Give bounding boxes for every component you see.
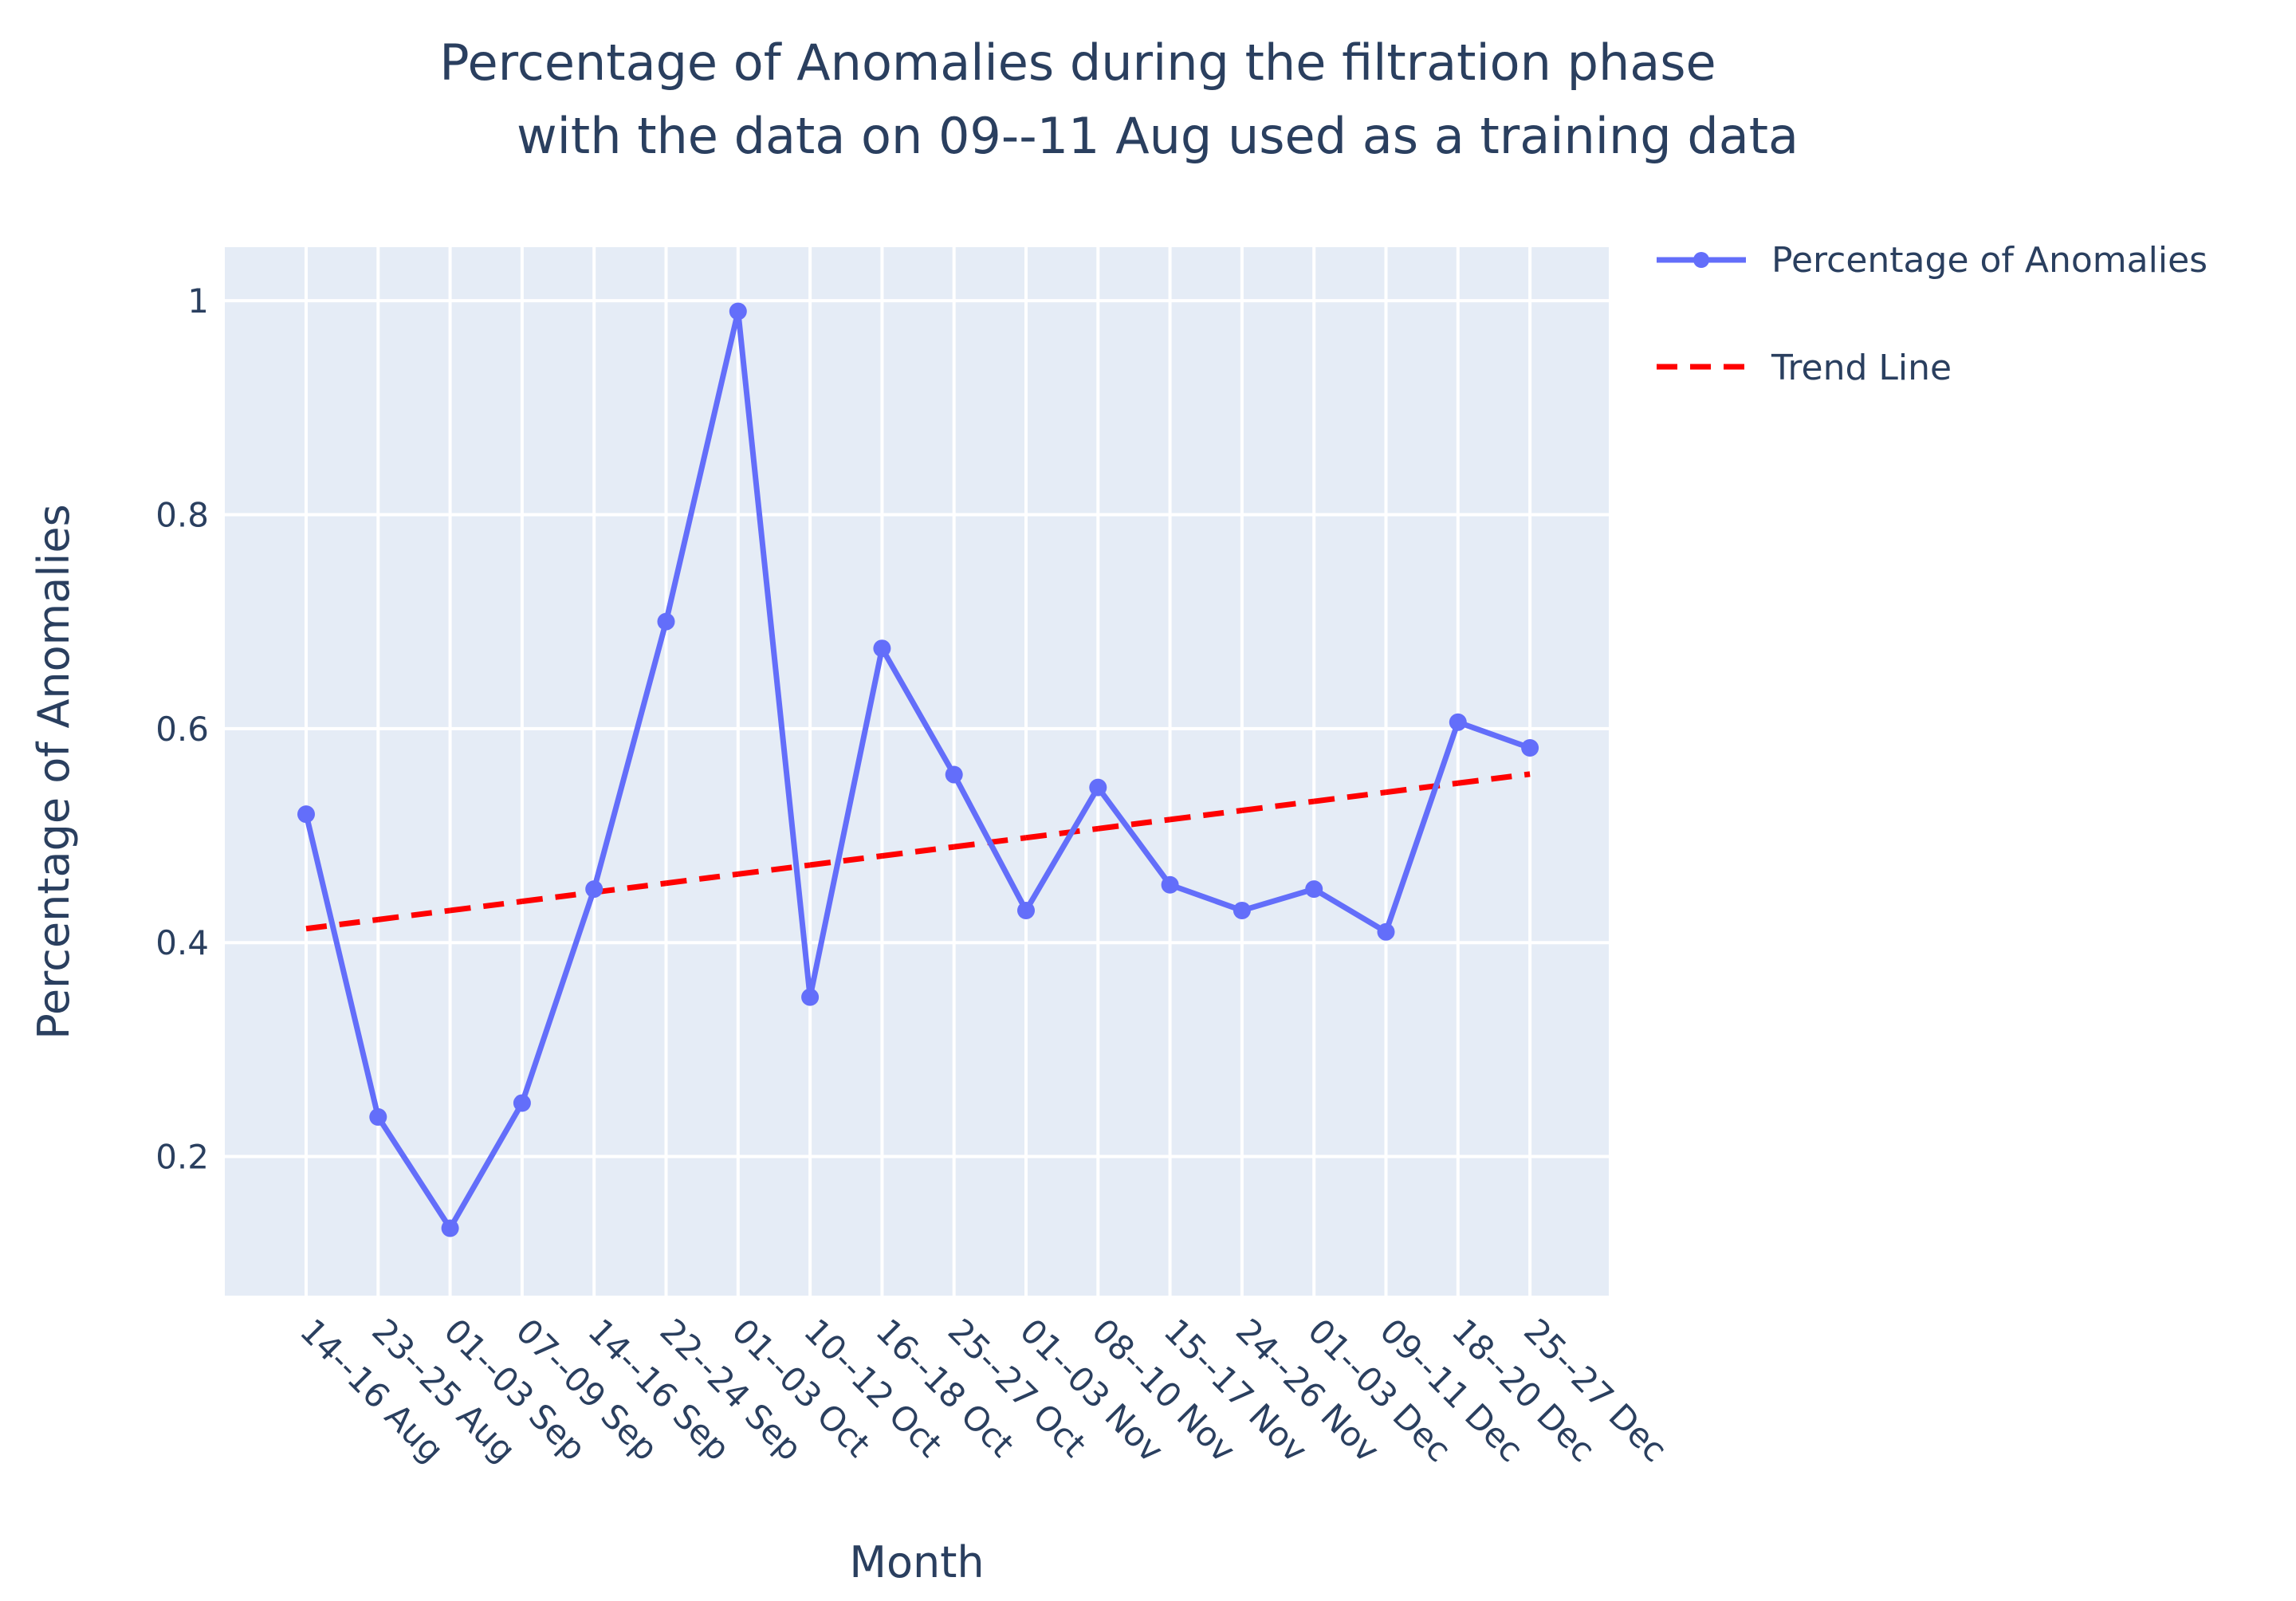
legend[interactable]: Percentage of Anomalies Trend Line <box>1657 240 2208 388</box>
anomaly-point[interactable] <box>1377 922 1395 941</box>
chart-title-line-2: with the data on 09--11 Aug used as a tr… <box>517 107 1799 165</box>
anomaly-point[interactable] <box>873 639 891 658</box>
anomaly-point[interactable] <box>1521 738 1539 757</box>
trend-line-segment <box>809 853 883 868</box>
x-axis-title: Month <box>849 1537 984 1587</box>
grid <box>225 247 1609 1296</box>
anomaly-point[interactable] <box>585 880 603 899</box>
trend-line-segment <box>450 899 523 914</box>
y-axis-title: Percentage of Anomalies <box>29 504 79 1039</box>
y-tick-label: 0.6 <box>155 710 209 749</box>
chart-title-line-1: Percentage of Anomalies during the filtr… <box>439 33 1716 92</box>
legend-label-trend: Trend Line <box>1771 348 1952 388</box>
legend-item-anomalies[interactable]: Percentage of Anomalies <box>1657 240 2208 281</box>
anomaly-point[interactable] <box>441 1219 459 1237</box>
trend-line-segment <box>737 862 811 877</box>
trend-line-segment <box>1170 808 1243 823</box>
y-tick-label: 1 <box>187 281 209 321</box>
trend-line-segment <box>377 907 451 922</box>
trend-line-segment <box>521 889 595 905</box>
trend-line-segment <box>1457 771 1531 786</box>
trend-line-segment <box>1097 816 1171 832</box>
trend-line-segment <box>1386 780 1459 796</box>
anomaly-point[interactable] <box>1449 713 1467 731</box>
anomaly-point[interactable] <box>1233 901 1251 919</box>
anomaly-point[interactable] <box>1017 901 1035 919</box>
anomaly-point[interactable] <box>945 765 963 784</box>
trend-line-segment <box>666 871 739 887</box>
anomaly-series <box>297 302 1539 1237</box>
trend-line-segment <box>1313 789 1386 804</box>
anomaly-point[interactable] <box>1305 880 1323 899</box>
anomaly-point[interactable] <box>513 1094 531 1112</box>
y-axis-ticks: 0.2 0.4 0.6 0.8 1 <box>155 281 209 1176</box>
y-tick-label: 0.4 <box>155 923 209 962</box>
anomaly-point[interactable] <box>297 805 315 824</box>
anomaly-point[interactable] <box>1161 875 1179 894</box>
y-tick-label: 0.8 <box>155 495 209 534</box>
trend-line-segment <box>305 916 379 932</box>
y-tick-label: 0.2 <box>155 1138 209 1177</box>
legend-item-trend[interactable]: Trend Line <box>1657 348 1952 388</box>
trend-line-segment <box>1025 825 1099 841</box>
trend-line-segment <box>1241 798 1315 813</box>
anomaly-point[interactable] <box>1089 778 1107 797</box>
trend-line-segment <box>593 880 666 895</box>
anomaly-point[interactable] <box>729 302 747 321</box>
legend-marker-anomalies <box>1693 252 1709 268</box>
anomaly-point[interactable] <box>801 988 820 1006</box>
anomaly-point[interactable] <box>657 612 675 631</box>
legend-label-anomalies: Percentage of Anomalies <box>1771 240 2208 281</box>
plot-area <box>225 247 1609 1296</box>
chart-title: Percentage of Anomalies during the filtr… <box>439 33 1799 165</box>
trend-line-segment <box>881 844 955 859</box>
anomaly-line <box>303 309 1531 1231</box>
anomaly-point[interactable] <box>369 1107 387 1126</box>
